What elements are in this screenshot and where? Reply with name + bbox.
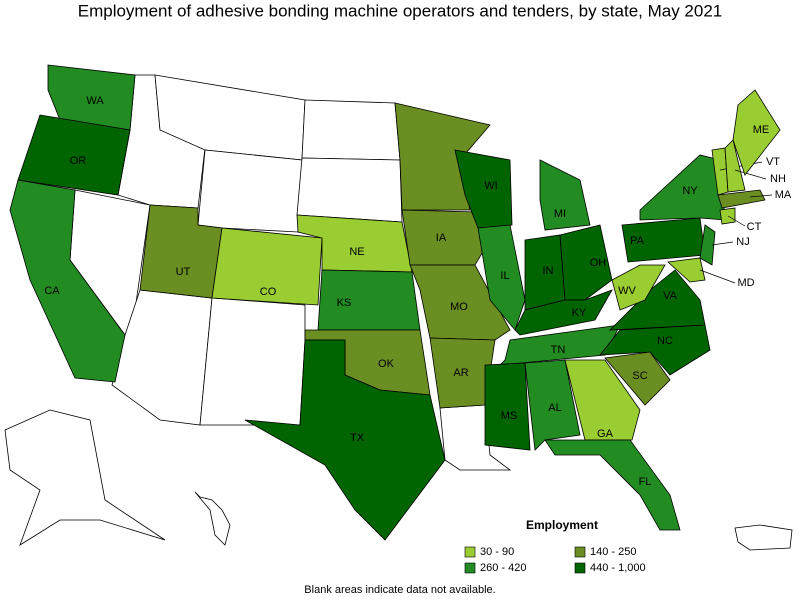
state-label: MD xyxy=(737,277,754,289)
leader-line xyxy=(699,269,736,284)
state-shape xyxy=(317,269,421,331)
state-shape xyxy=(514,289,613,336)
state-shape xyxy=(524,359,581,451)
state-label: MI xyxy=(554,208,566,220)
state-shape xyxy=(604,351,671,406)
legend-label: 440 - 1,000 xyxy=(590,562,646,574)
state-label: NC xyxy=(657,335,673,347)
blank-states xyxy=(4,74,793,551)
state-label: NH xyxy=(770,173,786,185)
legend-label: 30 - 90 xyxy=(480,546,514,558)
state-shape xyxy=(611,264,666,311)
state-shape xyxy=(559,224,613,301)
state-shape xyxy=(667,257,706,283)
legend-swatch xyxy=(574,546,586,558)
state-shape xyxy=(194,491,231,546)
map-title: Employment of adhesive bonding machine o… xyxy=(78,1,723,20)
state-label: NE xyxy=(349,246,364,258)
state-shape xyxy=(724,139,746,193)
state-label: VT xyxy=(766,156,780,168)
legend-swatch xyxy=(574,562,586,574)
state-label: FL xyxy=(639,476,652,488)
state-label: NJ xyxy=(736,236,749,248)
footnote: Blank areas indicate data not available. xyxy=(304,584,495,596)
state-label: CT xyxy=(747,221,762,233)
state-label: MA xyxy=(775,189,792,201)
state-label: IL xyxy=(500,270,509,282)
legend-label: 260 - 420 xyxy=(480,562,526,574)
legend-swatch xyxy=(464,562,476,574)
state-label: WA xyxy=(86,95,104,107)
state-shape xyxy=(211,227,323,306)
state-label: ME xyxy=(753,124,770,136)
state-shape xyxy=(477,224,526,331)
state-shape xyxy=(699,224,716,266)
state-shape xyxy=(394,102,491,211)
state-label: GA xyxy=(597,428,614,440)
state-shape xyxy=(732,89,781,176)
state-label: MO xyxy=(450,301,468,313)
state-label: UT xyxy=(176,266,191,278)
state-label: OK xyxy=(378,358,395,370)
state-shape xyxy=(199,297,306,426)
state-shape xyxy=(484,362,531,451)
state-shape xyxy=(9,179,126,383)
state-shape xyxy=(4,409,166,546)
state-shape xyxy=(17,114,131,196)
state-shape xyxy=(599,324,711,376)
legend-title: Employment xyxy=(526,518,598,532)
state-label: KY xyxy=(572,307,587,319)
state-shape xyxy=(544,439,681,531)
state-label: KS xyxy=(337,297,352,309)
state-shape xyxy=(244,339,446,541)
state-label: CA xyxy=(44,285,60,297)
state-label: SC xyxy=(632,370,647,382)
state-label: TX xyxy=(350,432,365,444)
state-shape xyxy=(296,157,403,223)
states: WAORCAUTCONEKSOKTXMNIAMOARWIILMIINOHKYTN… xyxy=(9,64,792,541)
leader-line xyxy=(734,169,767,180)
legend-swatch xyxy=(464,546,476,558)
legend-label: 140 - 250 xyxy=(590,546,636,558)
state-shape xyxy=(564,359,641,441)
state-label: PA xyxy=(630,235,645,247)
state-label: AR xyxy=(453,367,468,379)
state-shape xyxy=(539,159,591,231)
leader-line xyxy=(711,241,734,246)
state-label: VA xyxy=(663,290,678,302)
legend: 30 - 90 140 - 250 260 - 420 440 - 1,000 xyxy=(464,546,646,574)
state-label: MS xyxy=(501,410,518,422)
state-label: WV xyxy=(618,285,636,297)
state-label: CO xyxy=(260,286,277,298)
state-label: IN xyxy=(543,265,554,277)
leader-line xyxy=(727,215,746,227)
state-label: IA xyxy=(436,232,447,244)
state-label: OR xyxy=(70,155,87,167)
state-label: WI xyxy=(484,180,497,192)
state-label: OH xyxy=(590,257,607,269)
state-label: TN xyxy=(551,344,566,356)
state-label: NY xyxy=(682,185,698,197)
state-shape xyxy=(197,149,303,233)
state-shape xyxy=(719,207,736,225)
state-shape xyxy=(717,189,766,209)
state-shape xyxy=(734,524,793,551)
state-label: AL xyxy=(548,402,561,414)
state-shape xyxy=(301,99,401,161)
leader-line xyxy=(749,194,773,198)
